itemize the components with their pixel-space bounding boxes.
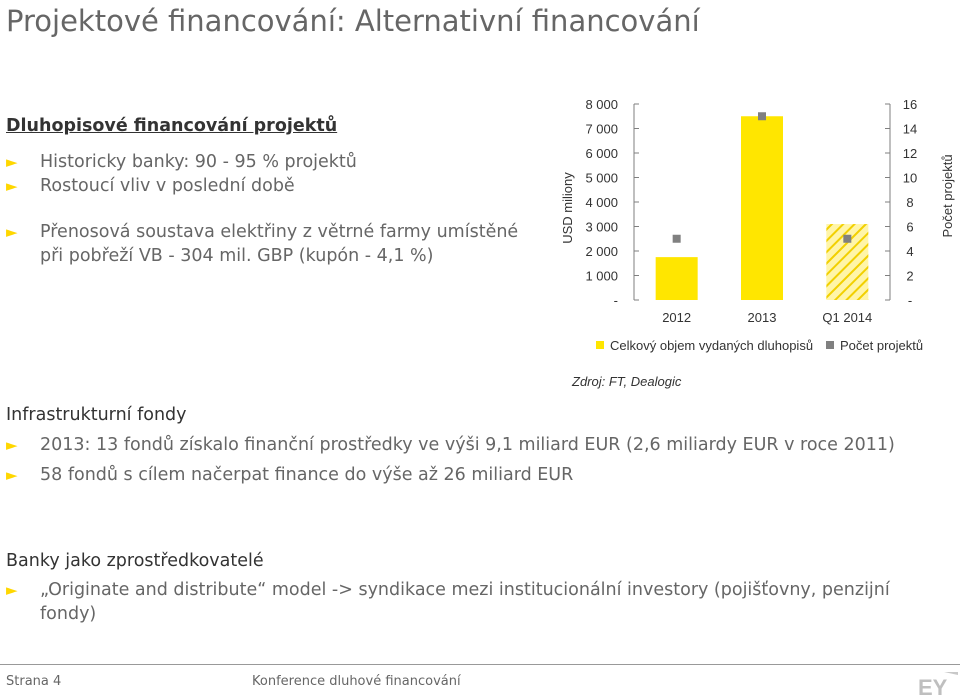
svg-text:EY: EY bbox=[918, 675, 948, 696]
bond-volume-chart: USD miliony Počet projektů - 1 000 2 000 3 … bbox=[560, 97, 955, 353]
list-item: ► Historicky banky: 90 - 95 % projektů bbox=[6, 152, 357, 172]
y-tick-label: 6 000 bbox=[585, 146, 618, 161]
y2-tick-label: 14 bbox=[903, 122, 917, 137]
y2-tick-label: 12 bbox=[903, 146, 917, 161]
chart-source: Zdroj: FT, Dealogic bbox=[572, 374, 682, 389]
y-tick-label: 3 000 bbox=[585, 220, 618, 235]
y-tick-label: 8 000 bbox=[585, 97, 618, 112]
data-point bbox=[843, 234, 852, 243]
legend-swatch-volume bbox=[596, 341, 604, 349]
data-point bbox=[758, 112, 766, 121]
y2-tick-label: 10 bbox=[903, 171, 917, 186]
list-item: ► Přenosová soustava elektřiny z větrné f… bbox=[6, 222, 519, 266]
ey-logo: EY bbox=[918, 672, 958, 696]
list-item: ► „Originate and distribute“ model -> syn… bbox=[6, 580, 890, 624]
footer-conference: Konference dluhové financování bbox=[252, 674, 461, 689]
y2-axis-label: Počet projektů bbox=[940, 154, 955, 237]
y-tick-label: 7 000 bbox=[585, 122, 618, 137]
y-tick-label: 4 000 bbox=[585, 195, 618, 210]
y2-tick-label: 8 bbox=[906, 195, 913, 210]
y2-tick-label: 4 bbox=[906, 244, 913, 259]
y-tick-label: - bbox=[614, 293, 618, 308]
list-item: ► 2013: 13 fondů získalo finanční prostře… bbox=[6, 435, 895, 455]
bullet-arrow-icon: ► bbox=[6, 436, 18, 454]
y2-tick-label: 16 bbox=[903, 97, 917, 112]
bullet-arrow-icon: ► bbox=[6, 153, 18, 171]
bullet-arrow-icon: ► bbox=[6, 581, 18, 599]
funds-bullet-list: ► 2013: 13 fondů získalo finanční prostře… bbox=[6, 433, 951, 487]
list-item: ► 58 fondů s cílem načerpat finance do vý… bbox=[6, 465, 574, 485]
x-tick-label: Q1 2014 bbox=[822, 310, 872, 325]
banks-bullet-list: ► „Originate and distribute“ model -> syn… bbox=[6, 578, 911, 626]
section-heading-funds: Infrastrukturní fondy bbox=[6, 405, 187, 425]
y-tick-label: 1 000 bbox=[585, 269, 618, 284]
bullet-arrow-icon: ► bbox=[6, 466, 18, 484]
bonds-bullet-list: ► Historicky banky: 90 - 95 % projektů ► R… bbox=[6, 150, 546, 268]
y-tick-label: 5 000 bbox=[585, 171, 618, 186]
legend-swatch-projects bbox=[826, 341, 834, 349]
data-point bbox=[672, 234, 681, 243]
bar bbox=[655, 257, 698, 300]
page-number: Strana 4 bbox=[6, 674, 62, 689]
section-heading-banks: Banky jako zprostředkovatelé bbox=[6, 551, 264, 571]
y2-tick-label: - bbox=[908, 293, 912, 308]
footer-divider bbox=[0, 664, 960, 665]
bar bbox=[741, 116, 783, 300]
y-tick-label: 2 000 bbox=[585, 244, 618, 259]
section-heading-bonds: Dluhopisové financování projektů bbox=[6, 116, 338, 136]
bullet-arrow-icon: ► bbox=[6, 177, 18, 195]
x-tick-label: 2013 bbox=[748, 310, 777, 325]
page-title: Projektové financování: Alternativní fin… bbox=[6, 4, 700, 38]
legend-label-projects: Počet projektů bbox=[840, 338, 923, 353]
y2-tick-label: 6 bbox=[906, 220, 913, 235]
legend-label-volume: Celkový objem vydaných dluhopisů bbox=[610, 338, 813, 353]
x-tick-label: 2012 bbox=[662, 310, 691, 325]
y-axis-label: USD miliony bbox=[560, 172, 575, 244]
bullet-arrow-icon: ► bbox=[6, 223, 18, 241]
y2-tick-label: 2 bbox=[906, 269, 913, 284]
list-item: ► Rostoucí vliv v poslední době bbox=[6, 176, 295, 196]
